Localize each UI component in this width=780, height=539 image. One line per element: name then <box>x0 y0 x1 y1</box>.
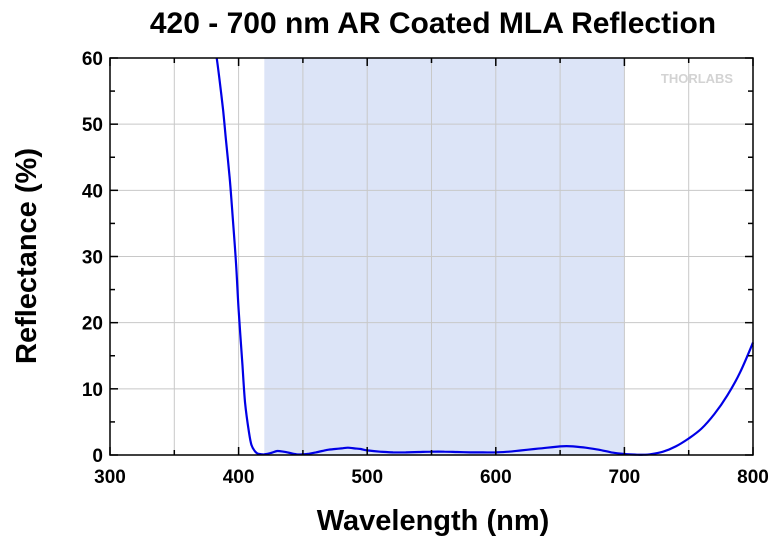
y-tick-label: 30 <box>82 248 103 269</box>
x-tick-label: 800 <box>737 467 769 488</box>
y-tick-label: 60 <box>82 49 103 70</box>
x-tick-label: 500 <box>351 467 383 488</box>
y-axis-label: Reflectance (%) <box>11 148 43 364</box>
y-tick-label: 0 <box>92 446 103 467</box>
y-tick-label: 20 <box>82 314 103 335</box>
x-tick-label: 300 <box>94 467 126 488</box>
x-axis-label: Wavelength (nm) <box>317 505 550 537</box>
x-tick-label: 600 <box>480 467 512 488</box>
thorlabs-watermark: THORLABS <box>661 71 734 86</box>
y-tick-label: 10 <box>82 380 103 401</box>
x-tick-label: 400 <box>223 467 255 488</box>
y-tick-label: 40 <box>82 181 103 202</box>
chart-title: 420 - 700 nm AR Coated MLA Reflection <box>150 7 716 40</box>
x-tick-label: 700 <box>609 467 641 488</box>
y-tick-label: 50 <box>82 115 103 136</box>
